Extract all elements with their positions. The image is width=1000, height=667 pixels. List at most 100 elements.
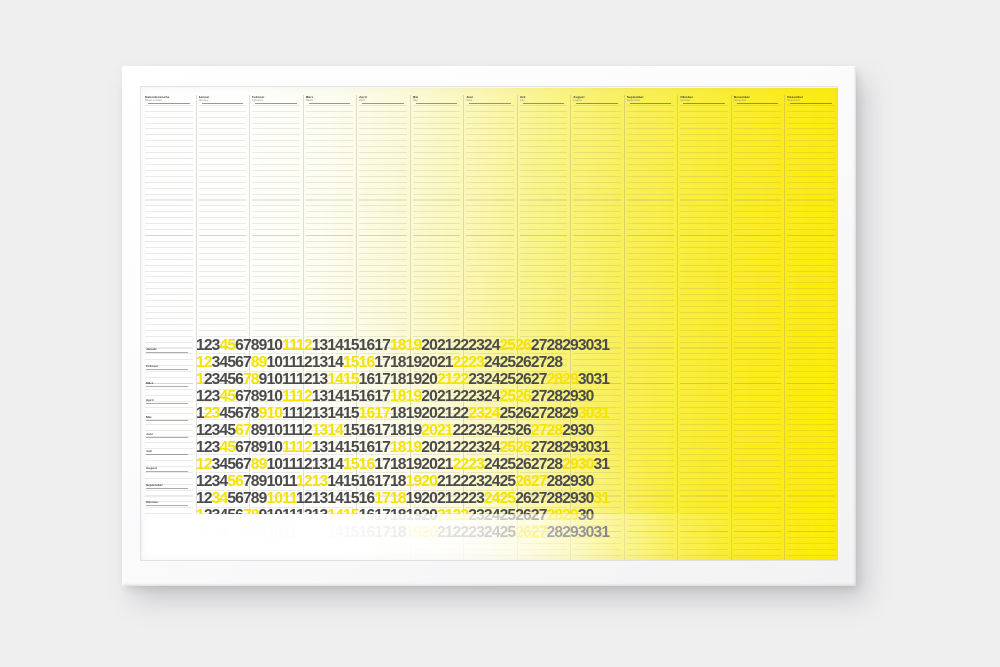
day-cell[interactable]: 29 [562,473,578,490]
day-cell[interactable]: 20 [421,405,437,422]
day-cell[interactable]: 23 [468,405,484,422]
day-cell[interactable]: 16 [358,507,375,524]
day-cell[interactable]: 10 [266,388,283,405]
day-cell[interactable]: 25 [499,456,516,473]
day-cell[interactable]: 15 [343,490,359,507]
day-cell[interactable]: 15 [343,337,359,354]
day-cell[interactable]: 1 [196,456,205,473]
day-cell[interactable]: 5 [227,507,236,524]
day-cell[interactable]: 19 [405,371,422,388]
day-cell[interactable]: 16 [358,490,375,507]
day-cell[interactable]: 30 [577,490,594,507]
day-cell[interactable]: 6 [235,371,244,388]
day-cell[interactable]: 20 [421,354,437,371]
day-cell[interactable]: 7 [242,524,252,541]
day-cell[interactable]: 10 [266,507,283,524]
day-cell[interactable]: 27 [530,337,547,354]
day-cell[interactable]: 8 [250,354,260,371]
day-cell[interactable]: 19 [405,422,422,439]
day-cell[interactable]: 19 [405,439,422,456]
day-cell[interactable]: 27 [530,388,547,405]
day-cell[interactable]: 15 [343,473,359,490]
day-cell[interactable]: 31 [593,337,610,354]
day-cell[interactable]: 13 [311,354,328,371]
day-cell[interactable]: 13 [311,371,328,388]
day-cell[interactable]: 13 [311,456,328,473]
day-cell[interactable]: 25 [499,354,516,371]
day-cell[interactable]: 26 [515,405,531,422]
day-cell[interactable]: 31 [593,456,610,473]
day-cell[interactable]: 14 [327,439,344,456]
day-cell[interactable]: 25 [499,473,516,490]
day-cell[interactable]: 5 [227,490,236,507]
day-cell[interactable]: 12 [296,388,312,405]
day-cell[interactable]: 16 [358,456,375,473]
day-cell[interactable]: 22 [452,337,469,354]
day-cell[interactable]: 3 [211,388,221,405]
day-cell[interactable]: 10 [266,439,283,456]
day-cell[interactable]: 7 [242,490,252,507]
day-cell[interactable]: 5 [227,456,236,473]
day-cell[interactable]: 20 [421,371,437,388]
day-cell[interactable]: 19 [405,456,422,473]
day-cell[interactable]: 18 [389,507,406,524]
day-cell[interactable]: 12 [296,354,312,371]
day-cell[interactable]: 30 [577,439,594,456]
day-cell[interactable]: 15 [343,524,359,541]
day-cell[interactable]: 2 [203,388,213,405]
day-cell[interactable]: 21 [436,422,453,439]
day-cell[interactable]: 6 [235,354,244,371]
day-cell[interactable]: 29 [562,524,578,541]
day-cell[interactable]: 13 [311,507,328,524]
day-cell[interactable]: 27 [530,354,547,371]
day-cell[interactable]: 11 [282,388,297,405]
day-cell[interactable]: 4 [219,439,228,456]
day-cell[interactable]: 11 [282,354,297,371]
day-cell[interactable]: 7 [242,354,252,371]
day-cell[interactable]: 10 [266,405,283,422]
day-cell[interactable]: 13 [311,422,328,439]
day-cell[interactable]: 18 [389,354,406,371]
day-cell[interactable]: 16 [358,439,375,456]
day-cell[interactable]: 5 [227,354,236,371]
day-cell[interactable]: 10 [266,422,283,439]
day-cell[interactable]: 12 [296,439,312,456]
day-cell[interactable]: 5 [227,473,236,490]
day-cell[interactable]: 20 [421,337,437,354]
day-cell[interactable]: 24 [483,490,500,507]
day-cell[interactable]: 5 [227,524,236,541]
day-cell[interactable]: 10 [266,524,283,541]
day-cell[interactable]: 27 [530,524,547,541]
day-cell[interactable]: 11 [282,371,297,388]
day-cell[interactable]: 1 [196,439,205,456]
day-cell[interactable]: 1 [196,422,205,439]
day-cell[interactable]: 25 [499,422,516,439]
day-cell[interactable]: 18 [389,524,406,541]
day-cell[interactable]: 30 [577,456,594,473]
day-cell[interactable]: 13 [311,473,328,490]
day-cell[interactable]: 23 [468,524,484,541]
day-cell[interactable]: 13 [311,388,328,405]
day-cell[interactable]: 30 [577,422,594,439]
day-cell[interactable]: 17 [374,371,390,388]
day-cell[interactable]: 2 [203,405,213,422]
day-cell[interactable]: 26 [515,439,531,456]
day-cell[interactable]: 7 [242,473,252,490]
day-cell[interactable]: 22 [452,507,469,524]
day-cell[interactable]: 11 [282,439,297,456]
day-cell[interactable]: 22 [452,490,469,507]
day-cell[interactable]: 9 [258,456,268,473]
day-cell[interactable]: 4 [219,473,228,490]
day-cell[interactable]: 2 [203,456,213,473]
day-cell[interactable]: 28 [546,456,563,473]
day-cell[interactable]: 14 [327,490,344,507]
day-cell[interactable]: 24 [483,422,500,439]
day-cell[interactable]: 26 [515,473,531,490]
day-cell[interactable]: 18 [389,405,406,422]
day-cell[interactable]: 6 [235,422,244,439]
day-cell[interactable]: 20 [421,439,437,456]
day-cell[interactable]: 11 [282,507,297,524]
day-cell[interactable]: 21 [436,371,453,388]
day-cell[interactable]: 18 [389,473,406,490]
day-cell[interactable]: 17 [374,439,390,456]
